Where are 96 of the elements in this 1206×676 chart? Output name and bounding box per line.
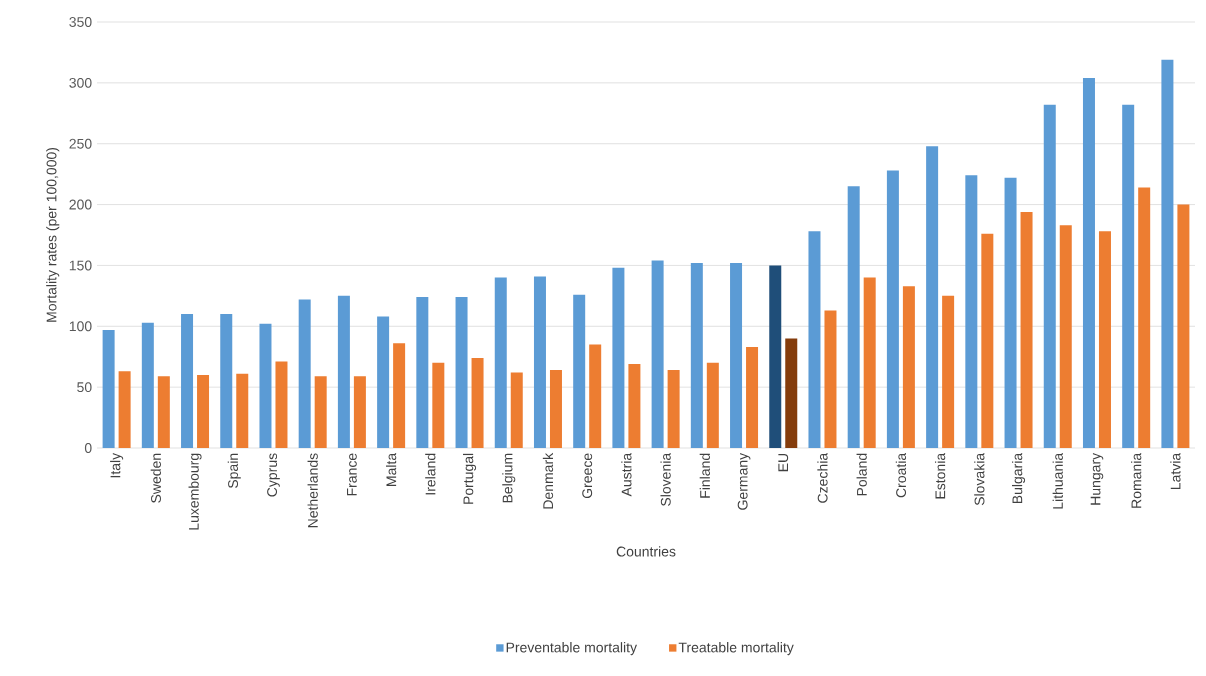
bar xyxy=(863,277,876,449)
bar xyxy=(746,346,759,449)
bar xyxy=(181,314,194,449)
x-tick-label: EU xyxy=(778,453,789,472)
x-tick-label: Poland xyxy=(856,453,867,496)
x-tick-label: Malta xyxy=(385,452,397,486)
y-tick-label: 350 xyxy=(69,17,92,27)
bar xyxy=(353,376,366,449)
bar xyxy=(259,323,272,449)
x-tick-label: Italy xyxy=(110,452,124,478)
bar xyxy=(886,170,899,449)
x-tick-label: Lithuania xyxy=(1052,452,1063,509)
bar xyxy=(651,260,664,449)
bar xyxy=(549,370,562,449)
x-tick-label: Belgium xyxy=(502,453,516,503)
bar xyxy=(612,267,625,449)
bar xyxy=(220,314,233,449)
bar xyxy=(824,310,837,449)
x-tick-label: Denmark xyxy=(542,452,554,509)
bar xyxy=(981,233,994,449)
bar xyxy=(471,357,484,449)
x-tick-label: Netherlands xyxy=(307,453,318,528)
bar xyxy=(314,376,327,449)
bar xyxy=(847,186,860,449)
x-tick-label: Croatia xyxy=(895,452,907,498)
x-tick-label: Latvia xyxy=(1170,452,1181,490)
bar xyxy=(1122,104,1135,449)
x-tick-label: Finland xyxy=(699,453,710,498)
bar xyxy=(1082,77,1095,449)
bar xyxy=(432,362,445,449)
y-axis-title: Mortality rates (per 100,000) xyxy=(46,147,60,322)
bar xyxy=(808,231,821,449)
bar xyxy=(377,316,390,449)
x-tick-label: France xyxy=(347,453,357,496)
bar xyxy=(197,374,210,449)
bar xyxy=(157,376,170,449)
bar xyxy=(706,362,719,449)
bar xyxy=(589,344,602,449)
bar xyxy=(236,373,249,449)
y-tick-label: 150 xyxy=(69,260,92,271)
x-tick-label: Hungary xyxy=(1090,452,1104,505)
bar xyxy=(416,297,429,449)
bar xyxy=(1059,225,1072,449)
bar xyxy=(942,295,955,449)
x-axis-title: Countries xyxy=(616,546,676,557)
x-tick-label: Cyprus xyxy=(267,453,280,497)
y-tick-label: 50 xyxy=(77,382,92,393)
bar xyxy=(785,338,798,449)
x-tick-label: Spain xyxy=(227,453,241,489)
bar xyxy=(455,297,468,449)
bar xyxy=(1138,187,1151,449)
bar xyxy=(141,322,154,449)
bar xyxy=(510,372,523,449)
bar xyxy=(494,277,507,449)
y-tick-label: 200 xyxy=(69,199,92,210)
bar xyxy=(730,263,743,449)
bar xyxy=(573,294,586,449)
y-tick-label: 0 xyxy=(84,443,92,453)
bar xyxy=(769,265,782,449)
bar xyxy=(275,361,288,449)
y-tick-label: 300 xyxy=(69,77,92,88)
bar xyxy=(667,370,680,449)
x-tick-label: Estonia xyxy=(934,452,946,499)
bar xyxy=(1098,231,1111,449)
bar xyxy=(298,299,311,449)
x-tick-label: Ireland xyxy=(425,453,436,495)
x-tick-label: Sweden xyxy=(150,453,161,503)
x-tick-label: Slovenia xyxy=(660,452,671,506)
bar xyxy=(1043,104,1056,449)
bar xyxy=(1004,177,1017,449)
x-tick-label: Slovakia xyxy=(974,452,985,506)
y-tick-label: 100 xyxy=(69,321,92,332)
bar xyxy=(965,175,978,449)
x-tick-label: Austria xyxy=(621,452,632,497)
bar xyxy=(118,371,131,449)
x-tick-label: Portugal xyxy=(463,453,477,504)
legend-label: Treatable mortality xyxy=(678,642,794,656)
legend-label: Preventable mortality xyxy=(506,642,637,656)
bar xyxy=(102,329,115,449)
bar xyxy=(690,263,703,449)
x-tick-label: Bulgaria xyxy=(1012,452,1026,504)
y-tick-label: 250 xyxy=(69,138,92,149)
x-tick-label: Luxembourg xyxy=(188,453,202,530)
bar xyxy=(1177,204,1190,449)
bar xyxy=(337,295,350,449)
x-tick-label: Romania xyxy=(1131,452,1142,508)
bar xyxy=(628,364,641,449)
bar xyxy=(1020,211,1033,449)
bar xyxy=(902,286,915,449)
bar xyxy=(533,276,546,449)
x-tick-label: Greece xyxy=(582,453,593,499)
bar xyxy=(393,343,406,449)
bar xyxy=(1161,59,1174,449)
x-tick-label: Germany xyxy=(737,452,751,510)
bar xyxy=(926,146,939,449)
x-tick-label: Czechia xyxy=(817,452,828,503)
